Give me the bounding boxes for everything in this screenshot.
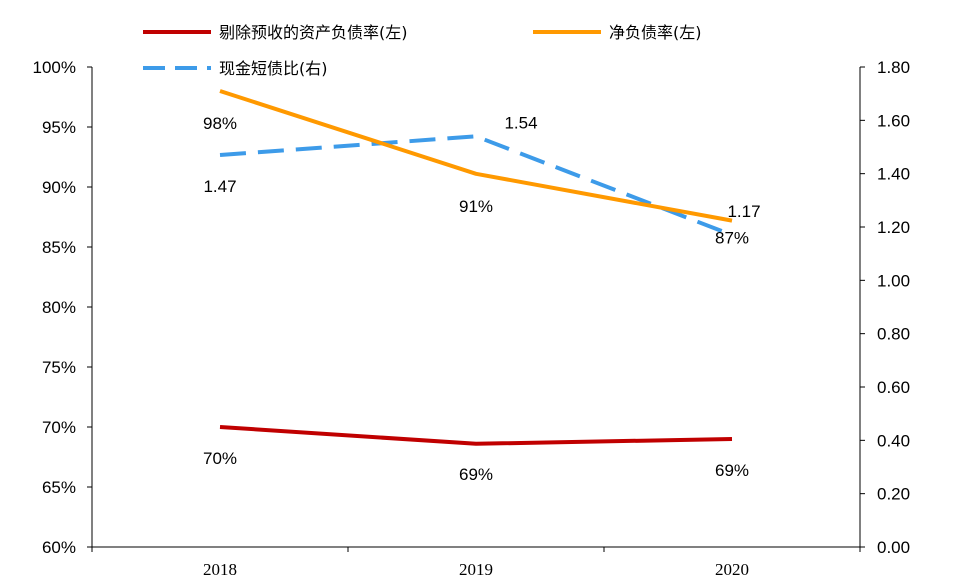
left-tick-label: 95% (42, 118, 76, 137)
series-line-0 (219, 425, 733, 446)
x-tick-label: 2018 (203, 560, 237, 579)
data-label-series-0: 69% (459, 465, 493, 484)
right-tick-label: 0.40 (877, 431, 910, 450)
left-tick-label: 100% (33, 58, 76, 77)
right-tick-label: 1.20 (877, 218, 910, 237)
right-tick-label: 1.60 (877, 111, 910, 130)
left-tick-label: 65% (42, 478, 76, 497)
left-tick-label: 70% (42, 418, 76, 437)
right-tick-label: 1.00 (877, 271, 910, 290)
legend-label-1: 净负债率(左) (609, 23, 702, 42)
series-lines (219, 89, 733, 446)
legend-label-0: 剔除预收的资产负债率(左) (219, 23, 408, 42)
left-tick-label: 80% (42, 298, 76, 317)
data-labels: 70% 69% 69% 98% 91% 87% 1.47 1.54 1.17 (203, 113, 761, 483)
x-tick-label: 2019 (459, 560, 493, 579)
data-label-series-0: 70% (203, 449, 237, 468)
data-label-series-2: 1.17 (727, 202, 760, 221)
right-tick-label: 1.40 (877, 165, 910, 184)
axes: 60% 65% 70% 75% 80% 85% 90% 95% 100% 0.00 0.20 0.40… (33, 58, 911, 579)
right-tick-label: 0.80 (877, 325, 910, 344)
right-tick-label: 0.60 (877, 378, 910, 397)
data-label-series-1: 91% (459, 197, 493, 216)
left-tick-label: 60% (42, 538, 76, 557)
right-tick-label: 0.20 (877, 485, 910, 504)
right-tick-label: 0.00 (877, 538, 910, 557)
data-label-series-2: 1.47 (203, 177, 236, 196)
left-tick-label: 90% (42, 178, 76, 197)
data-label-series-0: 69% (715, 461, 749, 480)
data-label-series-1: 98% (203, 114, 237, 133)
x-tick-label: 2020 (715, 560, 749, 579)
data-label-series-2: 1.54 (504, 113, 537, 132)
series-line-1 (219, 89, 733, 223)
right-tick-label: 1.80 (877, 58, 910, 77)
legend: 剔除预收的资产负债率(左) 净负债率(左) 现金短债比(右) (143, 23, 702, 78)
left-tick-label: 85% (42, 238, 76, 257)
left-tick-label: 75% (42, 358, 76, 377)
series-line-2 (219, 134, 733, 237)
data-label-series-1: 87% (715, 229, 749, 248)
legend-label-2: 现金短债比(右) (219, 59, 328, 78)
